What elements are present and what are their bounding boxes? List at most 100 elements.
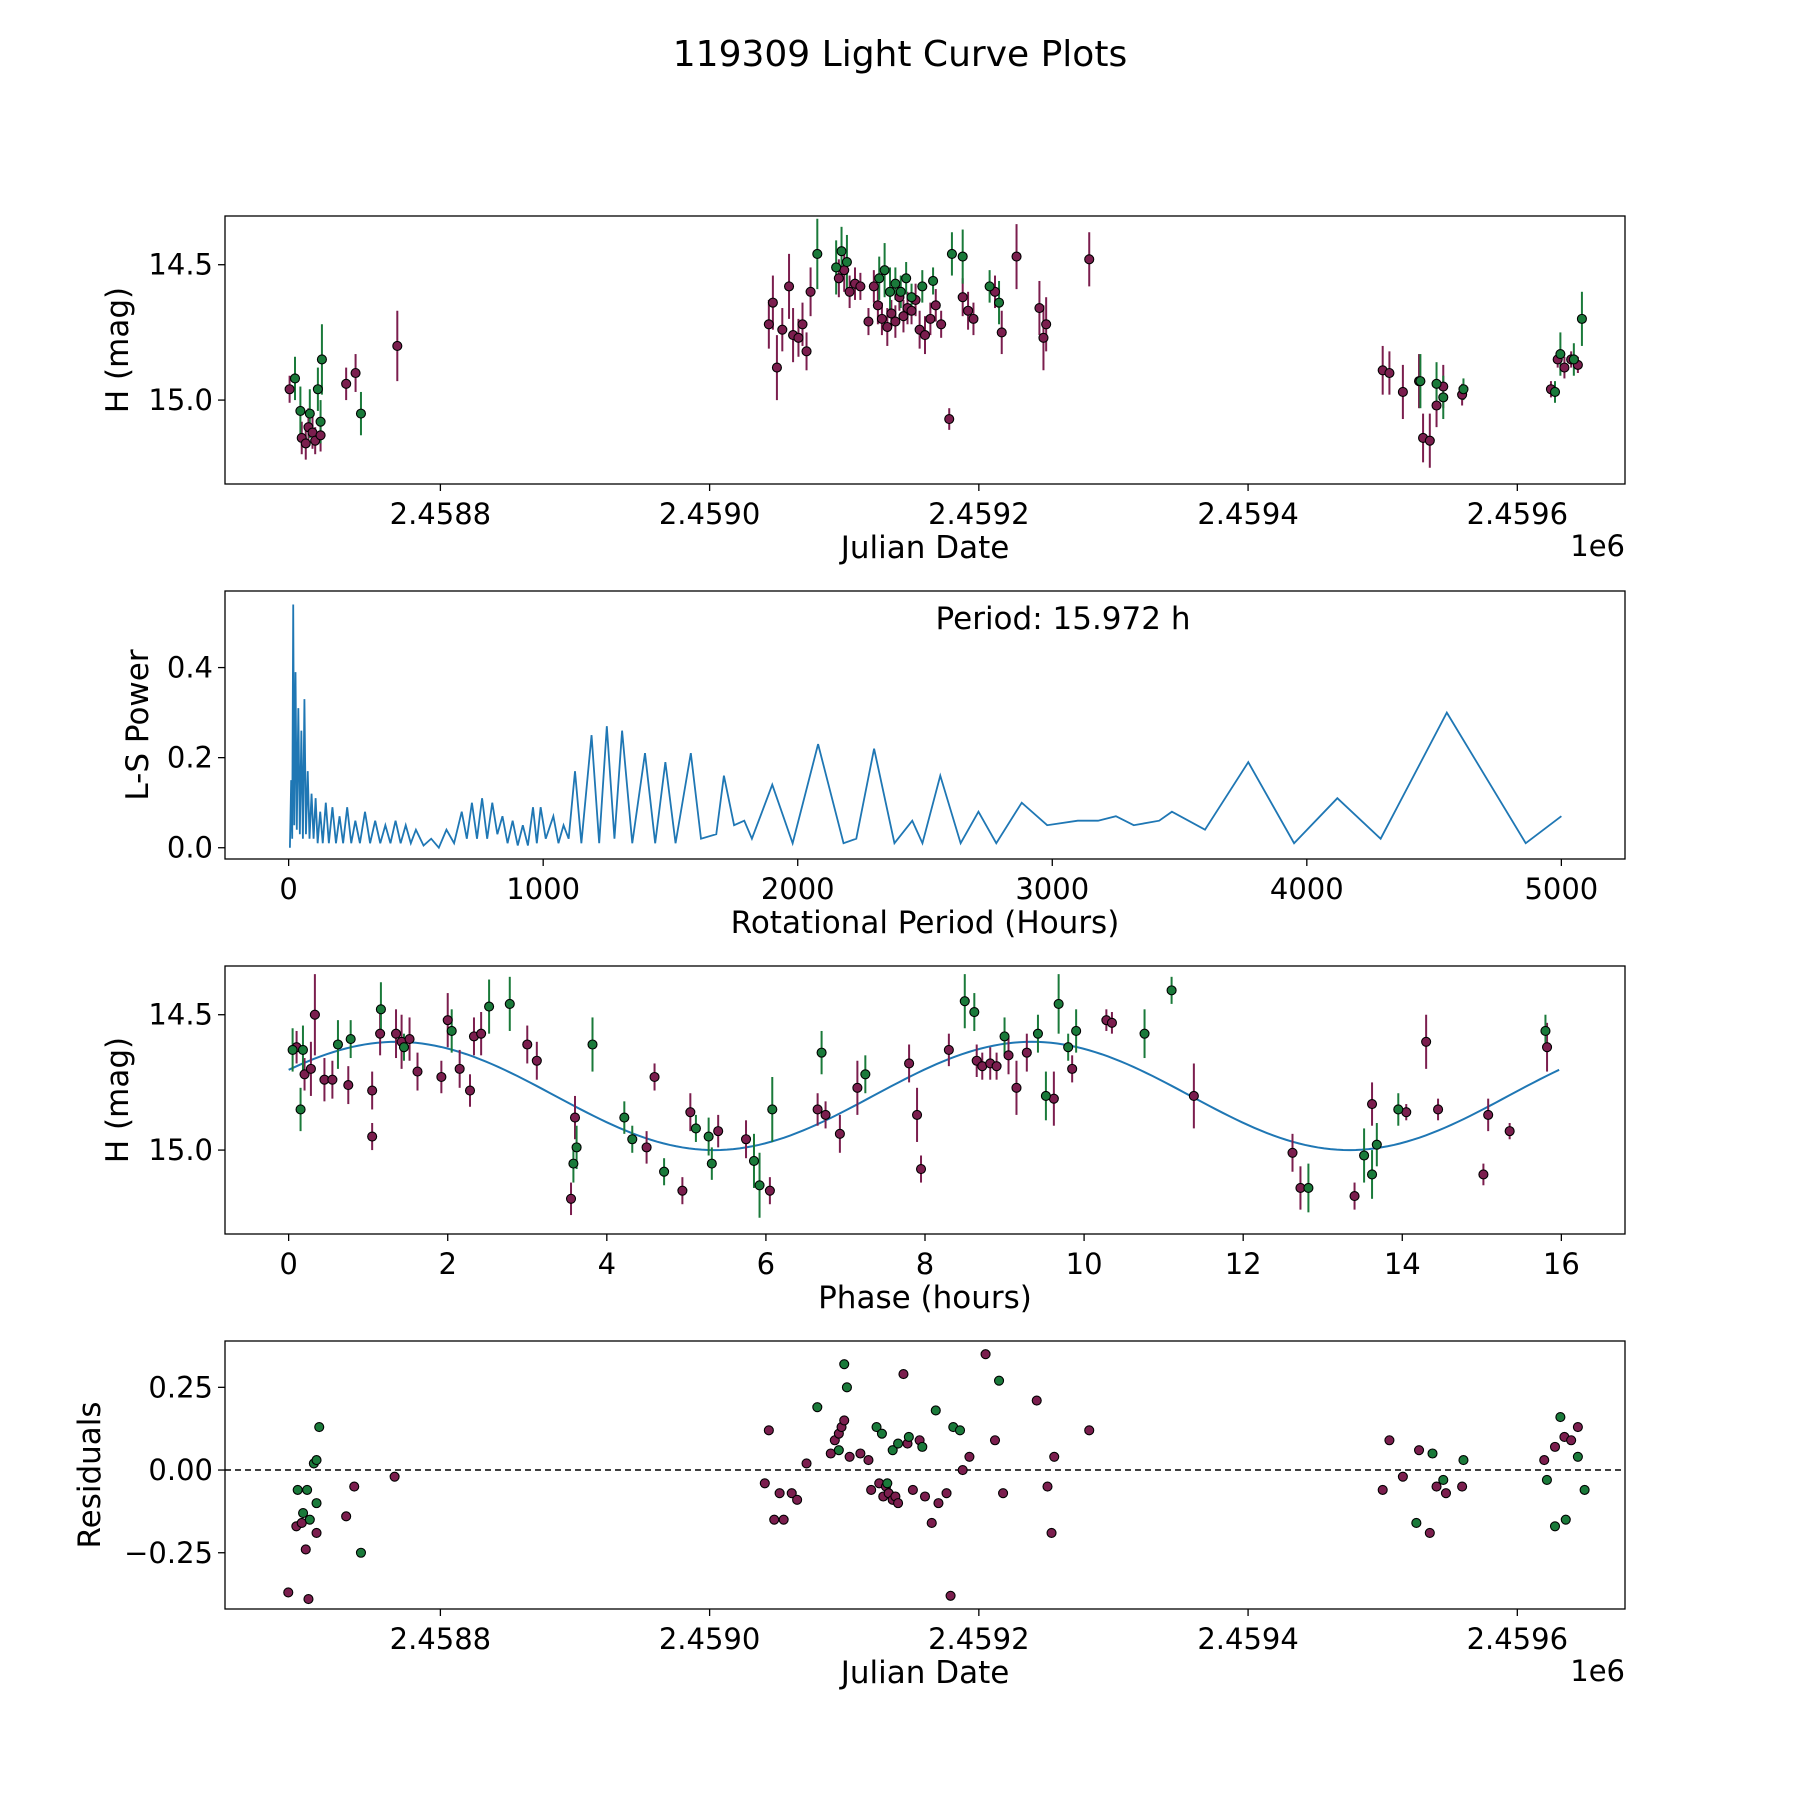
y-tick-label: 0.0 — [167, 831, 213, 865]
data-point — [1413, 1445, 1425, 1456]
data-point — [1483, 1109, 1494, 1120]
data-point — [836, 246, 847, 257]
data-point — [619, 1112, 630, 1123]
data-point — [926, 1517, 937, 1529]
data-point — [1576, 313, 1587, 324]
data-point — [930, 300, 941, 311]
data-point — [890, 316, 901, 327]
data-point — [1415, 376, 1426, 387]
data-point — [943, 1044, 954, 1055]
data-point — [690, 1123, 701, 1134]
panel-periodogram: 0 1000 2000 3000 4000 5000 0.0 0.2 0.4 Period: 1… — [120, 590, 1626, 941]
lightcurve-ylabel: H (mag) — [100, 287, 136, 413]
data-point — [1397, 1471, 1408, 1482]
data-point — [1349, 1191, 1360, 1202]
data-point — [454, 1063, 465, 1074]
data-point — [677, 1185, 688, 1196]
data-point — [1549, 1441, 1561, 1452]
data-point — [442, 1015, 453, 1026]
data-point — [882, 321, 893, 333]
data-point — [874, 273, 885, 284]
data-point — [1303, 1182, 1314, 1194]
data-point — [754, 1180, 765, 1191]
data-point — [860, 1069, 871, 1080]
data-point — [436, 1071, 447, 1083]
data-point — [820, 1109, 831, 1120]
x-tick-label: 8 — [916, 1247, 934, 1281]
x-tick-label: 2.4588 — [390, 1622, 491, 1656]
data-point — [292, 1484, 303, 1495]
data-point — [375, 1004, 386, 1015]
periodogram-line — [289, 604, 1562, 850]
x-tick-label: 2.4594 — [1197, 1622, 1298, 1656]
data-point — [315, 430, 326, 441]
data-point — [866, 1484, 877, 1495]
data-point — [298, 1507, 309, 1519]
data-point — [312, 384, 323, 395]
data-point — [844, 1451, 855, 1462]
data-point — [476, 1028, 487, 1039]
data-point — [345, 1034, 356, 1045]
data-point — [1067, 1063, 1078, 1074]
data-point — [786, 1488, 797, 1499]
data-point — [295, 405, 306, 416]
y-tick-label: 15.0 — [148, 1133, 213, 1167]
x-tick-label: 2 — [439, 1247, 457, 1281]
data-point — [283, 1587, 294, 1598]
data-point — [989, 1435, 1001, 1446]
data-point — [302, 1484, 313, 1495]
y-tick-label: 15.0 — [148, 383, 213, 417]
data-point — [906, 292, 917, 303]
data-point — [1541, 1474, 1552, 1486]
data-point — [930, 1405, 941, 1416]
data-point — [767, 297, 778, 308]
data-point — [996, 327, 1007, 338]
x-tick-label: 4 — [598, 1247, 616, 1281]
x-tick-label: 2.4590 — [659, 497, 760, 531]
data-point — [1549, 386, 1561, 398]
data-point — [1011, 1082, 1022, 1093]
data-point — [801, 1458, 812, 1469]
x-tick-label: 2000 — [761, 872, 835, 906]
x-tick-label: 4000 — [1270, 872, 1344, 906]
data-point — [304, 408, 315, 419]
periodogram-ylabel: L-S Power — [120, 649, 156, 800]
data-point — [919, 330, 931, 341]
data-point — [1421, 1036, 1432, 1047]
data-point — [999, 1031, 1010, 1042]
y-tick-label: −0.25 — [124, 1536, 213, 1570]
data-point — [1424, 1527, 1435, 1538]
data-point — [1011, 251, 1022, 262]
data-point — [1539, 1455, 1550, 1466]
data-point — [1031, 1395, 1042, 1406]
data-point — [812, 1104, 823, 1115]
lightcurve-xlabel: Julian Date — [839, 530, 1010, 566]
data-point — [392, 340, 403, 351]
data-point — [893, 1438, 904, 1449]
periodogram-xlabel: Rotational Period (Hours) — [731, 905, 1120, 941]
data-point — [769, 1514, 780, 1525]
data-point — [297, 1044, 309, 1055]
data-point — [1040, 1090, 1051, 1101]
data-point — [1431, 400, 1442, 411]
data-point — [833, 1445, 844, 1456]
data-point — [945, 1590, 956, 1601]
data-point — [1438, 392, 1449, 403]
data-point — [311, 1498, 322, 1509]
data-point — [304, 1514, 315, 1525]
data-point — [327, 1074, 338, 1085]
data-point — [879, 265, 890, 276]
data-point — [522, 1039, 533, 1050]
y-tick-label: 0.2 — [167, 741, 213, 775]
data-point — [343, 1080, 354, 1091]
data-point — [919, 1491, 931, 1502]
data-point — [876, 313, 887, 324]
data-point — [957, 1464, 968, 1476]
data-point — [855, 1448, 866, 1459]
data-point — [834, 1128, 845, 1139]
data-point — [812, 248, 823, 259]
data-point — [289, 373, 301, 384]
data-point — [887, 1445, 898, 1456]
x-tick-label: 16 — [1543, 1247, 1580, 1281]
lightcurve-frame — [224, 215, 1626, 485]
